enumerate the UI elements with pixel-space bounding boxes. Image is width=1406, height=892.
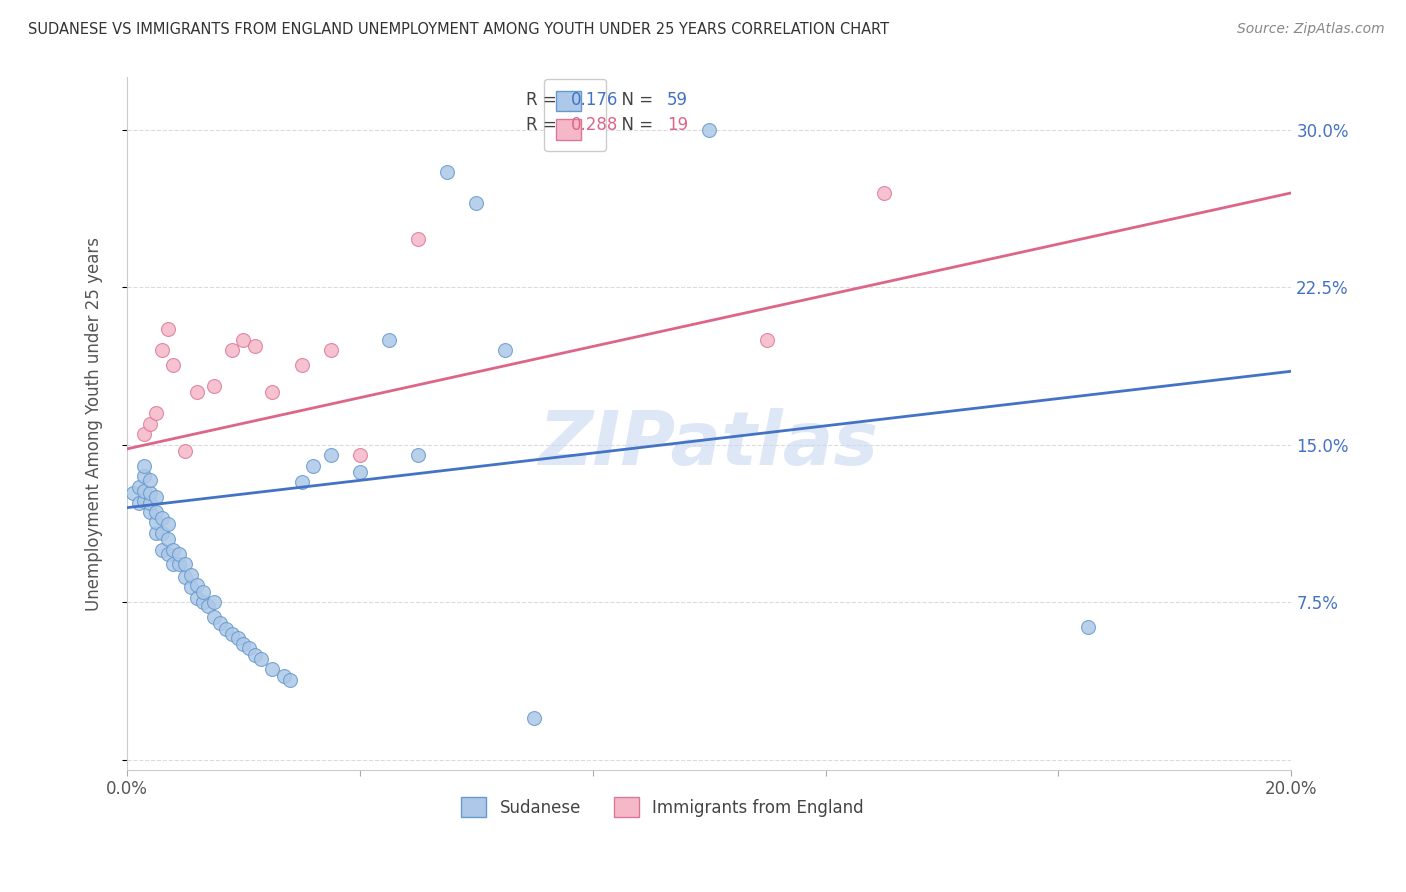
Point	[273, 668, 295, 682]
Point	[150, 542, 173, 557]
Text: R =: R =	[526, 91, 562, 109]
Point	[243, 339, 266, 353]
Text: ZIPatlas: ZIPatlas	[538, 408, 879, 481]
Point	[186, 578, 208, 592]
Point	[134, 494, 156, 508]
Point	[145, 505, 167, 519]
Point	[191, 595, 214, 609]
Point	[156, 547, 179, 561]
Text: N =: N =	[612, 116, 658, 134]
Point	[197, 599, 219, 614]
Point	[319, 448, 342, 462]
Point	[232, 637, 254, 651]
Legend: Sudanese, Immigrants from England: Sudanese, Immigrants from England	[454, 790, 870, 824]
Point	[139, 496, 162, 510]
Point	[209, 616, 232, 631]
Text: SUDANESE VS IMMIGRANTS FROM ENGLAND UNEMPLOYMENT AMONG YOUTH UNDER 25 YEARS CORR: SUDANESE VS IMMIGRANTS FROM ENGLAND UNEM…	[28, 22, 889, 37]
Point	[139, 486, 162, 500]
Point	[243, 648, 266, 662]
Point	[162, 358, 184, 372]
Point	[202, 595, 225, 609]
Point	[128, 480, 150, 494]
Point	[145, 406, 167, 420]
Point	[134, 469, 156, 483]
Point	[139, 474, 162, 488]
Point	[221, 343, 243, 358]
Point	[290, 358, 312, 372]
Point	[873, 186, 896, 200]
Point	[174, 570, 197, 584]
Point	[302, 458, 325, 473]
Point	[406, 232, 429, 246]
Point	[162, 542, 184, 557]
Point	[406, 448, 429, 462]
Point	[169, 558, 191, 572]
Point	[156, 322, 179, 336]
Point	[134, 458, 156, 473]
Point	[436, 165, 458, 179]
Point	[134, 483, 156, 498]
Point	[145, 490, 167, 504]
Point	[139, 417, 162, 431]
Point	[319, 343, 342, 358]
Text: Source: ZipAtlas.com: Source: ZipAtlas.com	[1237, 22, 1385, 37]
Text: 0.176: 0.176	[571, 91, 617, 109]
Point	[162, 558, 184, 572]
Point	[278, 673, 301, 687]
Text: 59: 59	[668, 91, 688, 109]
Point	[226, 631, 249, 645]
Point	[134, 427, 156, 442]
Text: R =: R =	[526, 116, 562, 134]
Point	[523, 710, 546, 724]
Point	[128, 496, 150, 510]
Point	[262, 662, 284, 676]
Point	[238, 641, 260, 656]
Text: N =: N =	[612, 91, 658, 109]
Point	[1077, 620, 1099, 634]
Point	[465, 196, 488, 211]
Point	[180, 567, 202, 582]
Point	[145, 525, 167, 540]
Point	[150, 511, 173, 525]
Point	[156, 532, 179, 546]
Point	[174, 558, 197, 572]
Text: 0.288: 0.288	[571, 116, 617, 134]
Point	[186, 591, 208, 605]
Point	[180, 581, 202, 595]
Point	[174, 444, 197, 458]
Point	[191, 584, 214, 599]
Point	[145, 516, 167, 530]
Point	[150, 525, 173, 540]
Point	[290, 475, 312, 490]
Point	[378, 333, 401, 347]
Point	[169, 547, 191, 561]
Point	[139, 505, 162, 519]
Point	[156, 517, 179, 532]
Point	[186, 385, 208, 400]
Point	[349, 448, 371, 462]
Point	[121, 486, 143, 500]
Point	[221, 626, 243, 640]
Point	[697, 123, 720, 137]
Text: 19: 19	[668, 116, 689, 134]
Y-axis label: Unemployment Among Youth under 25 years: Unemployment Among Youth under 25 years	[86, 236, 103, 611]
Point	[756, 333, 779, 347]
Point	[262, 385, 284, 400]
Point	[250, 652, 273, 666]
Point	[202, 609, 225, 624]
Point	[494, 343, 516, 358]
Point	[150, 343, 173, 358]
Point	[232, 333, 254, 347]
Point	[349, 465, 371, 479]
Point	[202, 379, 225, 393]
Point	[215, 623, 238, 637]
